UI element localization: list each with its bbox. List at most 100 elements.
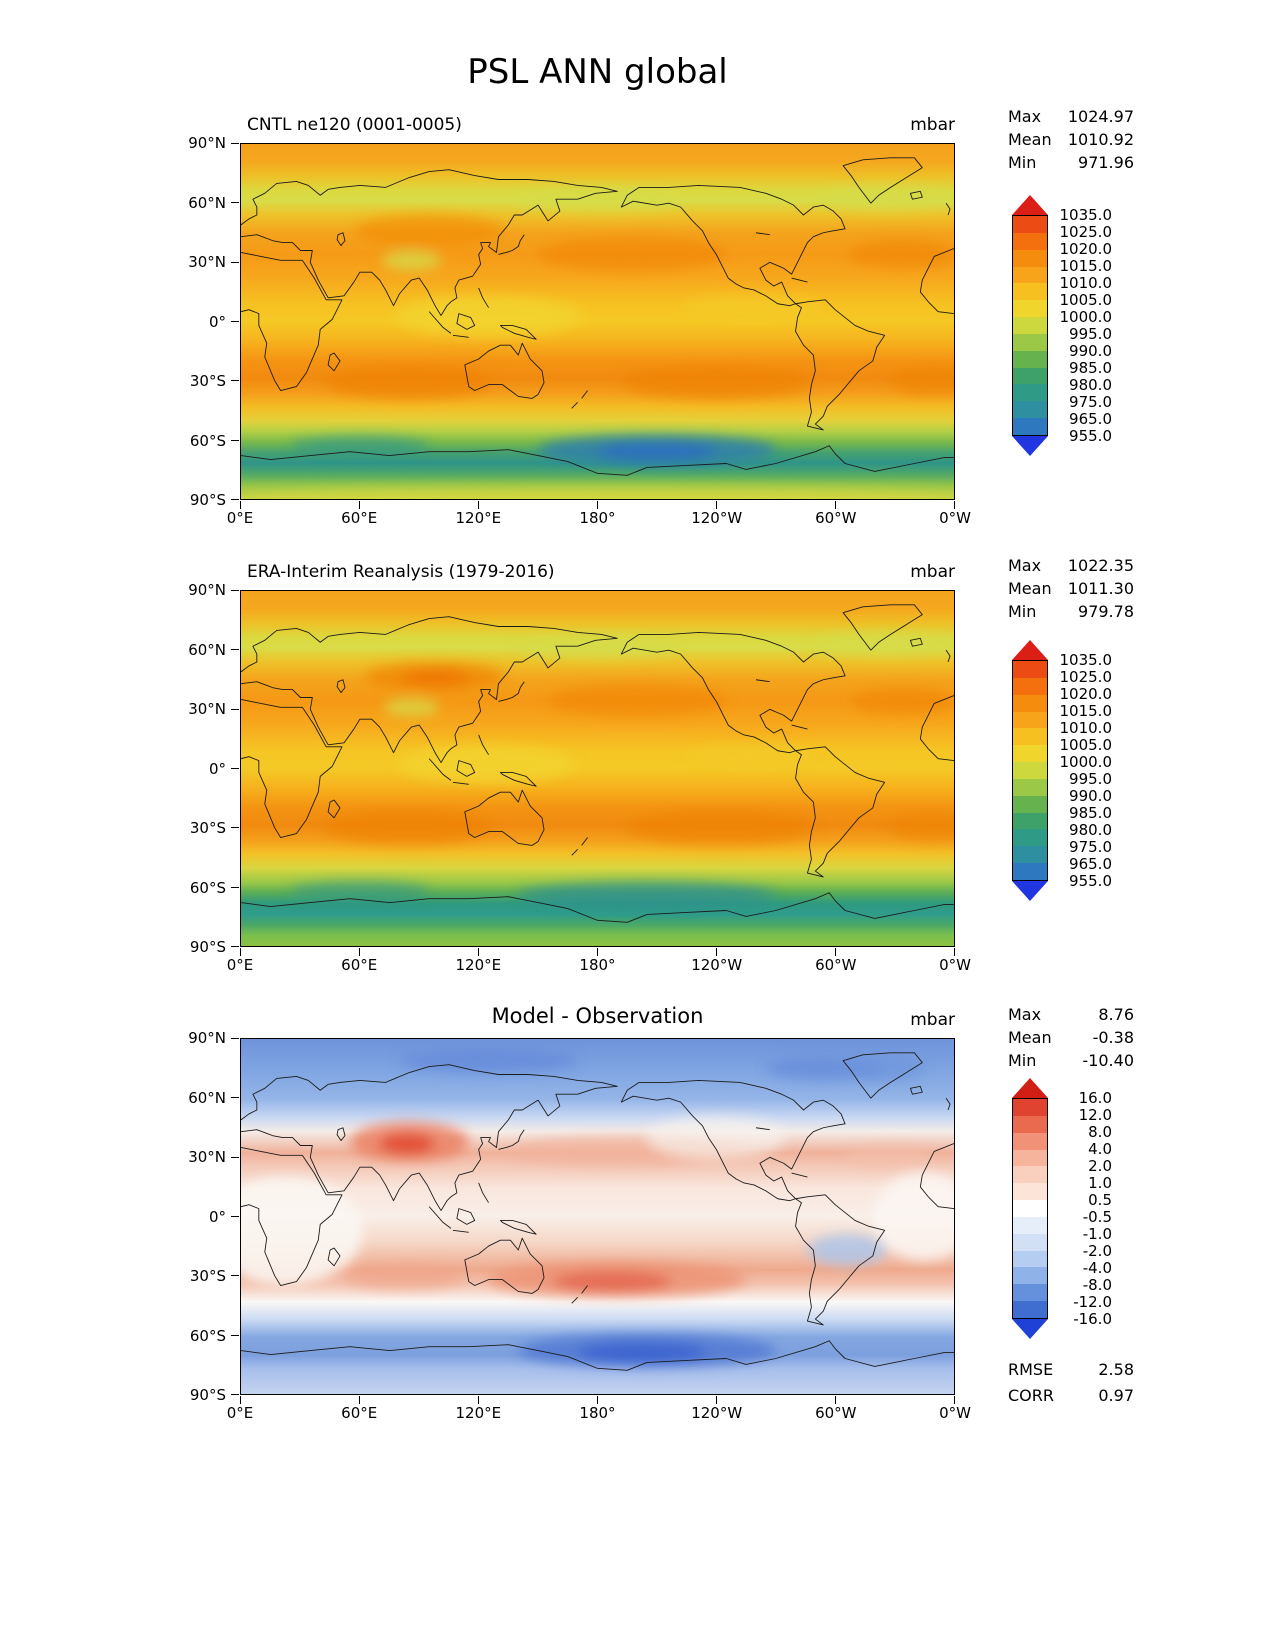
x-tick-label: 180° (579, 1404, 616, 1422)
x-tick-label: 120°E (455, 509, 502, 527)
stats-block: Max 1022.35 Mean 1011.30 Min 979.78 (1008, 556, 1134, 625)
colorbar-bands (1012, 1098, 1048, 1319)
stat-value: 979.78 (1078, 602, 1134, 621)
stat-label: Min (1008, 602, 1037, 621)
colorbar-level: 965.0 (1069, 855, 1112, 873)
x-tick-label: 60°W (815, 509, 857, 527)
x-tick-label: 60°E (341, 1404, 378, 1422)
colorbar-level: 1005.0 (1059, 736, 1113, 754)
colorbar-level: 1020.0 (1059, 685, 1113, 703)
x-tick-label: 120°E (455, 1404, 502, 1422)
x-ticks (240, 501, 955, 509)
colorbar-level: -16.0 (1073, 1310, 1112, 1328)
contour-map-model (241, 144, 954, 499)
stat-label: Mean (1008, 579, 1052, 598)
x-ticks (240, 948, 955, 956)
colorbar-level: -0.5 (1082, 1208, 1112, 1226)
x-tick-label: 0°E (226, 509, 254, 527)
colorbar-level: 980.0 (1069, 821, 1112, 839)
y-tick-label: 90°S (189, 938, 226, 956)
y-ticks (231, 1038, 239, 1395)
x-tick-label: 60°E (341, 956, 378, 974)
colorbar-arrow-top (1012, 1078, 1048, 1098)
colorbar-level: 980.0 (1069, 376, 1112, 394)
stat-value: 1024.97 (1067, 107, 1134, 126)
y-tick-label: 90°N (188, 581, 226, 599)
colorbar-labels: 1035.0 1025.0 1020.0 1015.0 1010.0 1005.… (1056, 195, 1113, 456)
colorbar-level: 975.0 (1069, 838, 1112, 856)
x-tick-label: 120°W (691, 509, 743, 527)
y-tick-label: 30°N (188, 1148, 226, 1166)
colorbar-labels: 1035.0 1025.0 1020.0 1015.0 1010.0 1005.… (1056, 640, 1113, 901)
y-tick-label: 30°S (189, 372, 226, 390)
map-observation (240, 590, 955, 947)
x-tick-label: 60°E (341, 509, 378, 527)
colorbar-level: -12.0 (1073, 1293, 1112, 1311)
y-tick-label: 60°S (189, 878, 226, 897)
colorbar-level: 985.0 (1069, 804, 1112, 822)
y-tick-label: 30°N (188, 253, 226, 271)
y-tick-label: 90°S (189, 1386, 226, 1404)
colorbar-level: 990.0 (1069, 342, 1112, 360)
stat-row: Max 1022.35 (1008, 556, 1134, 579)
panel-difference: Model - Observation mbar (0, 1000, 1275, 1470)
panel-title: CNTL ne120 (0001-0005) (247, 115, 462, 135)
colorbar-level: 12.0 (1078, 1106, 1112, 1124)
colorbar-level: 955.0 (1069, 427, 1112, 445)
metric-row: CORR 0.97 (1008, 1386, 1134, 1412)
colorbar: 16.0 12.0 8.0 4.0 2.0 1.0 0.5 -0.5 -1.0 … (1012, 1078, 1112, 1339)
stat-row: Mean -0.38 (1008, 1028, 1134, 1051)
stat-value: -10.40 (1082, 1051, 1134, 1070)
panel-title: Model - Observation (491, 1004, 704, 1028)
stat-value: 971.96 (1078, 153, 1134, 172)
panel-observation: ERA-Interim Reanalysis (1979-2016) mbar (0, 552, 1275, 1022)
colorbar-level: 1.0 (1088, 1174, 1112, 1192)
y-tick-label: 60°S (189, 1326, 226, 1345)
y-tick-label: 30°N (188, 700, 226, 718)
y-ticks (231, 143, 239, 500)
pressure-field-features (241, 186, 954, 499)
pressure-field-features (290, 633, 954, 908)
stat-row: Min 971.96 (1008, 153, 1134, 176)
colorbar-level: 16.0 (1078, 1089, 1112, 1107)
stats-block: Max 8.76 Mean -0.38 Min -10.40 (1008, 1005, 1134, 1074)
x-tick-label: 60°W (815, 956, 857, 974)
colorbar-level: 1025.0 (1059, 668, 1113, 686)
panel-title: ERA-Interim Reanalysis (1979-2016) (247, 562, 555, 582)
contour-map-difference (241, 1039, 954, 1394)
colorbar-level: 955.0 (1069, 872, 1112, 890)
stat-label: Max (1008, 1005, 1042, 1024)
x-tick-label: 0°W (939, 1404, 971, 1422)
colorbar-level: -1.0 (1082, 1225, 1112, 1243)
x-tick-label: 60°W (815, 1404, 857, 1422)
y-tick-label: 0° (208, 759, 226, 778)
colorbar-level: -8.0 (1082, 1276, 1112, 1294)
colorbar-level: 1010.0 (1059, 274, 1113, 292)
y-tick-label: 0° (208, 1207, 226, 1226)
x-tick-label: 180° (579, 509, 616, 527)
map-model (240, 143, 955, 500)
colorbar-level: 995.0 (1069, 770, 1112, 788)
x-tick-label: 180° (579, 956, 616, 974)
y-tick-label: 0° (208, 312, 226, 331)
colorbar-level: 1000.0 (1059, 308, 1113, 326)
units-label: mbar (910, 115, 955, 135)
colorbar-level: 1015.0 (1059, 257, 1113, 275)
metrics-block: RMSE 2.58 CORR 0.97 (1008, 1360, 1134, 1412)
stat-row: Mean 1010.92 (1008, 130, 1134, 153)
page-title: PSL ANN global (467, 52, 728, 92)
x-tick-label: 0°W (939, 956, 971, 974)
stat-row: Max 1024.97 (1008, 107, 1134, 130)
metric-row: RMSE 2.58 (1008, 1360, 1134, 1386)
stat-value: 1022.35 (1067, 556, 1134, 575)
colorbar-bands (1012, 660, 1048, 881)
colorbar-level: 990.0 (1069, 787, 1112, 805)
difference-field-features (241, 1048, 954, 1368)
colorbar-level: 975.0 (1069, 393, 1112, 411)
contour-map-observation (241, 591, 954, 946)
stat-row: Max 8.76 (1008, 1005, 1134, 1028)
colorbar-level: 2.0 (1088, 1157, 1112, 1175)
colorbar: 1035.0 1025.0 1020.0 1015.0 1010.0 1005.… (1012, 195, 1112, 456)
stat-label: Max (1008, 107, 1042, 126)
